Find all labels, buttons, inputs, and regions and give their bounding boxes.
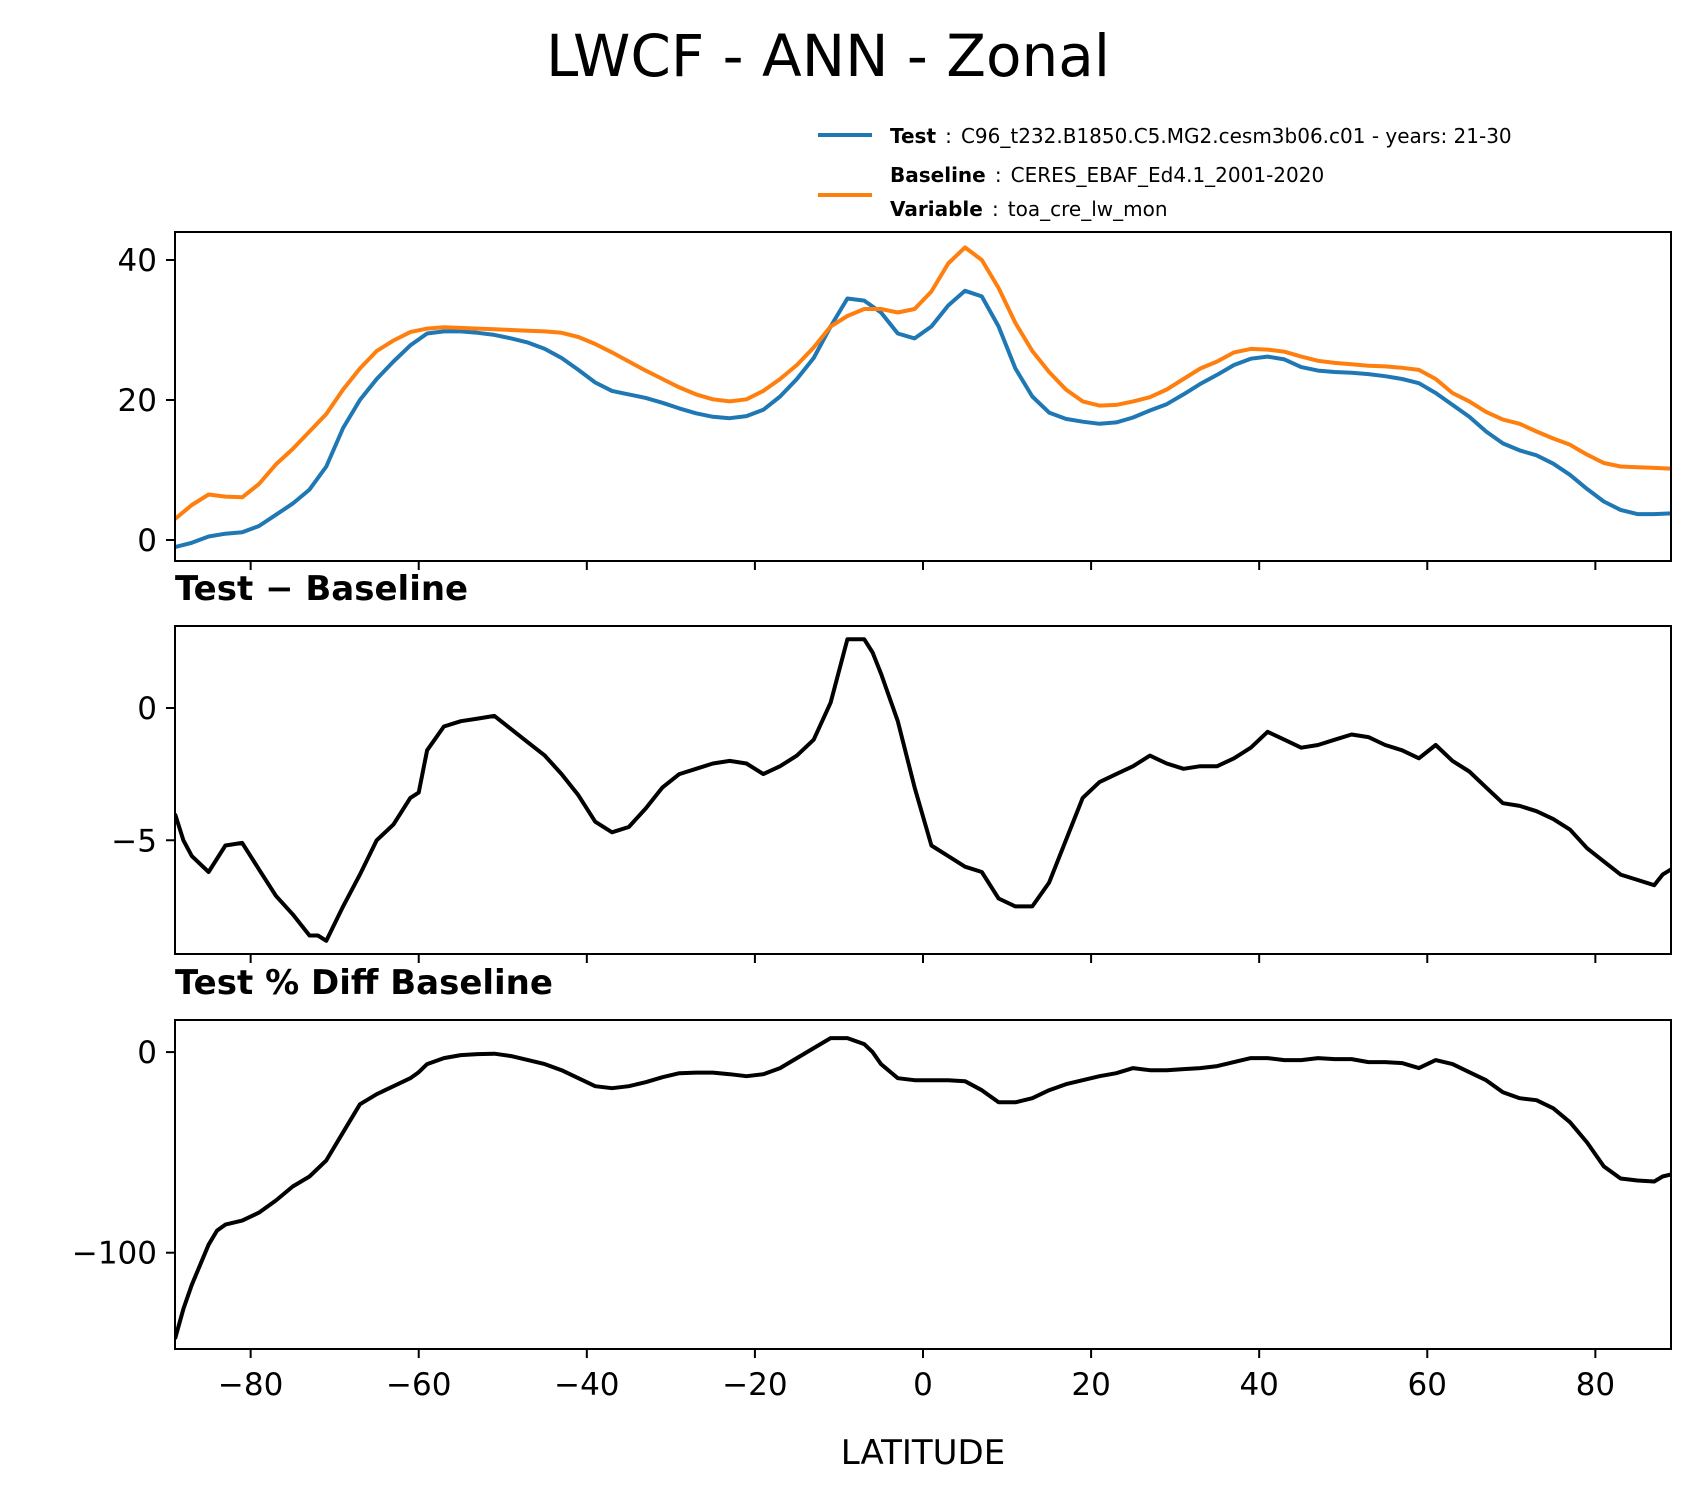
legend-variable-sep: :	[992, 197, 999, 221]
panel-bottom-title: Test % Diff Baseline	[175, 963, 553, 1003]
x-tick-label: 80	[1576, 1367, 1615, 1403]
legend-variable-value: toa_cre_lw_mon	[1008, 197, 1168, 221]
panel-top: 0 20 40	[118, 231, 1672, 570]
x-tick-label: 20	[1071, 1367, 1110, 1403]
y-tick-label-bottom: −100	[72, 1236, 157, 1272]
legend-baseline-entry: Baseline : CERES_EBAF_Ed4.1_2001-2020	[890, 163, 1324, 187]
y-tick-label-bottom: 0	[137, 1035, 157, 1071]
panel-middle-axes: 0 −5	[111, 691, 1597, 963]
x-axis-label: LATITUDE	[841, 1433, 1005, 1473]
legend-baseline-sep: :	[995, 163, 1002, 187]
legend: Test : C96_t232.B1850.C5.MG2.cesm3b06.c0…	[818, 124, 1512, 221]
series-line-middle-diff	[175, 637, 1671, 943]
panel-middle-title: Test − Baseline	[175, 569, 468, 609]
panel-bottom-series	[175, 1036, 1671, 1340]
legend-test-entry: Test : C96_t232.B1850.C5.MG2.cesm3b06.c0…	[890, 124, 1512, 148]
panel-bottom-axes: −80 −60 −40 −20 0 20 40 60 80 0 −100	[72, 1035, 1615, 1403]
series-line-top-baseline	[175, 245, 1671, 521]
legend-test-key: Test	[890, 124, 936, 148]
panel-middle: Test − Baseline 0 −5	[111, 569, 1672, 963]
x-tick-label: −60	[386, 1367, 451, 1403]
panel-top-series	[175, 245, 1671, 549]
series-line-top-test	[175, 288, 1671, 549]
chart-title: LWCF - ANN - Zonal	[546, 22, 1110, 90]
x-tick-label: −20	[722, 1367, 787, 1403]
legend-baseline-key: Baseline	[890, 163, 986, 187]
y-tick-label-middle: 0	[137, 691, 157, 727]
x-tick-label: 60	[1408, 1367, 1447, 1403]
y-tick-label-middle: −5	[111, 823, 157, 859]
legend-variable-entry: Variable : toa_cre_lw_mon	[890, 197, 1168, 221]
legend-test-sep: :	[945, 124, 952, 148]
legend-test-value: C96_t232.B1850.C5.MG2.cesm3b06.c01 - yea…	[961, 124, 1512, 148]
y-tick-label-top: 0	[137, 523, 157, 559]
x-tick-label: −80	[218, 1367, 283, 1403]
legend-baseline-value: CERES_EBAF_Ed4.1_2001-2020	[1011, 163, 1325, 187]
x-tick-label: 0	[913, 1367, 933, 1403]
series-line-bottom-diff	[175, 1036, 1671, 1340]
x-tick-label: −40	[554, 1367, 619, 1403]
panel-top-axes: 0 20 40	[118, 243, 1597, 570]
panel-bottom: Test % Diff Baseline −80 −60 −40 −20 0 20 40 60…	[72, 963, 1672, 1403]
panel-middle-series	[175, 637, 1671, 943]
legend-variable-key: Variable	[890, 197, 983, 221]
y-tick-label-top: 20	[118, 383, 157, 419]
x-tick-label: 40	[1239, 1367, 1278, 1403]
y-tick-label-top: 40	[118, 243, 157, 279]
